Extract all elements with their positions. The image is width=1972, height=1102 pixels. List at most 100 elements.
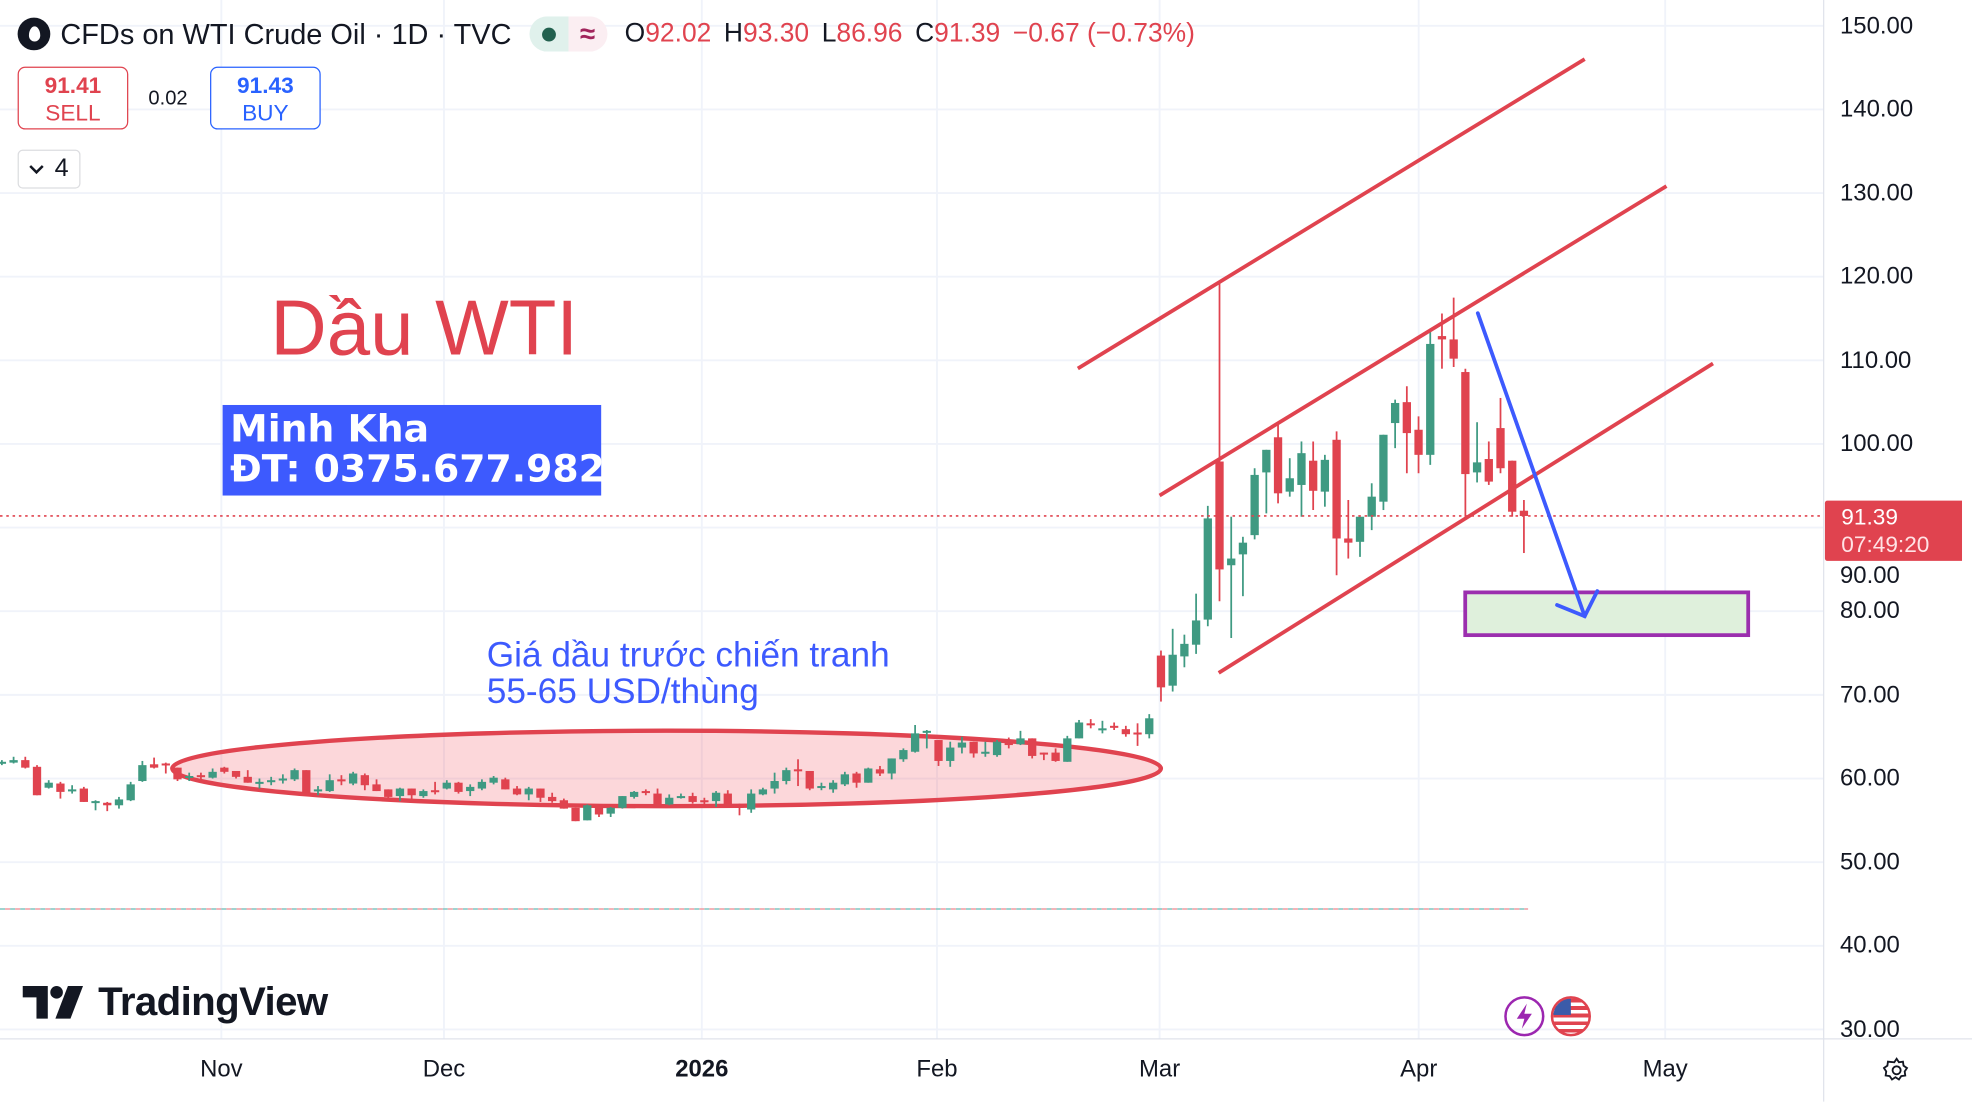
candle (454, 781, 463, 794)
candle (56, 781, 65, 799)
candle-body (0, 761, 7, 764)
candle-body (805, 770, 814, 789)
candle (899, 748, 908, 762)
us-flag-icon[interactable] (1550, 996, 1591, 1037)
candle-body (1402, 402, 1411, 434)
time-tick-label: 2026 (675, 1056, 729, 1083)
candle (243, 770, 252, 783)
candle-body (44, 782, 53, 788)
candle-body (442, 782, 451, 789)
candle (910, 724, 920, 753)
last-price-value: 91.39 (1841, 504, 1898, 530)
candle (220, 766, 229, 774)
candle-body (243, 776, 252, 783)
candle (348, 771, 358, 786)
indicator-count: 4 (54, 154, 69, 183)
candle-body (653, 793, 662, 807)
buy-price: 91.43 (237, 72, 294, 99)
candle-body (852, 773, 861, 783)
settings-gear-icon[interactable] (1882, 1056, 1911, 1084)
candle (512, 786, 522, 796)
candle (1156, 650, 1166, 702)
candle-body (1461, 372, 1470, 475)
candle (1355, 516, 1365, 557)
candle (161, 762, 170, 774)
candle (173, 767, 182, 782)
contact-box[interactable]: Minh Kha ĐT: 0375.677.982 (222, 404, 605, 496)
lightning-icon[interactable] (1504, 996, 1545, 1037)
channel-line-lower[interactable] (1217, 361, 1714, 675)
logo-text: TradingView (98, 978, 328, 1024)
candle-body (688, 796, 697, 802)
price-tick-label: 130.00 (1840, 179, 1914, 207)
candle-body (114, 799, 124, 806)
candle-body (875, 769, 885, 774)
last-price-tag: 91.39 07:49:20 (1824, 500, 1963, 561)
indicators-toggle-button[interactable]: 4 (17, 149, 81, 189)
candle (805, 770, 814, 791)
sell-button[interactable]: 91.41 SELL (17, 66, 129, 130)
ohlc-values: O92.02 H93.30 L86.96 C91.39 −0.67 (−0.73… (625, 19, 1195, 49)
tradingview-logo[interactable]: TradingView (22, 978, 328, 1025)
price-tick-label: 110.00 (1840, 347, 1912, 374)
candle-body (665, 797, 674, 805)
buy-button[interactable]: 91.43 BUY (210, 66, 321, 130)
candle (149, 757, 159, 769)
target-zone-box[interactable] (1463, 590, 1751, 638)
candle (290, 768, 299, 782)
candle (1262, 449, 1271, 514)
candle-body (79, 788, 88, 802)
candle-body (1332, 439, 1341, 539)
candle (1086, 719, 1095, 729)
down-arrow[interactable] (1475, 311, 1600, 619)
candle-body (302, 770, 311, 793)
market-status-pill[interactable]: ≈ (529, 16, 608, 52)
candle-body (1309, 460, 1318, 491)
candle-body (56, 783, 65, 792)
candle-body (770, 781, 779, 789)
candle (1320, 454, 1330, 507)
candle-body (700, 800, 709, 803)
candle-body (231, 770, 241, 777)
sell-label: SELL (45, 100, 101, 126)
candle-body (348, 773, 358, 784)
candle-body (1390, 402, 1400, 424)
candle (1414, 416, 1423, 474)
candle-body (67, 789, 77, 792)
candle-body (571, 807, 580, 822)
candle-body (793, 769, 803, 772)
candle-body (372, 784, 381, 792)
candle (1098, 720, 1107, 734)
pre-war-note[interactable]: Giá dầu trước chiến tranh 55-65 USD/thùn… (487, 636, 890, 709)
candle-body (161, 763, 170, 766)
candle (138, 760, 147, 782)
candle-body (1355, 516, 1365, 542)
candle-body (325, 780, 334, 792)
candle-body (1039, 752, 1049, 755)
candle-body (559, 800, 569, 809)
candle (267, 776, 276, 786)
candle (782, 767, 791, 785)
candle-body (641, 791, 650, 794)
candle (711, 791, 721, 807)
candle (466, 784, 475, 797)
candle (946, 741, 955, 767)
candle-body (1320, 459, 1330, 492)
candle-body (466, 786, 475, 792)
annotation-title[interactable]: Dầu WTI (270, 285, 579, 373)
symbol-title[interactable]: CFDs on WTI Crude Oil · 1D · TVC (60, 16, 512, 50)
candle (407, 788, 416, 802)
candle-body (1344, 538, 1353, 543)
candle-body (1109, 725, 1119, 728)
candle-body (1297, 453, 1306, 485)
candle (618, 796, 627, 809)
channel-line-middle[interactable] (1158, 184, 1668, 498)
candle (32, 765, 42, 796)
candle-body (512, 788, 522, 795)
candle (1390, 399, 1400, 449)
candle-body (126, 784, 135, 801)
channel-line-upper[interactable] (1076, 57, 1586, 371)
candle-body (969, 741, 978, 754)
candle (981, 741, 990, 757)
